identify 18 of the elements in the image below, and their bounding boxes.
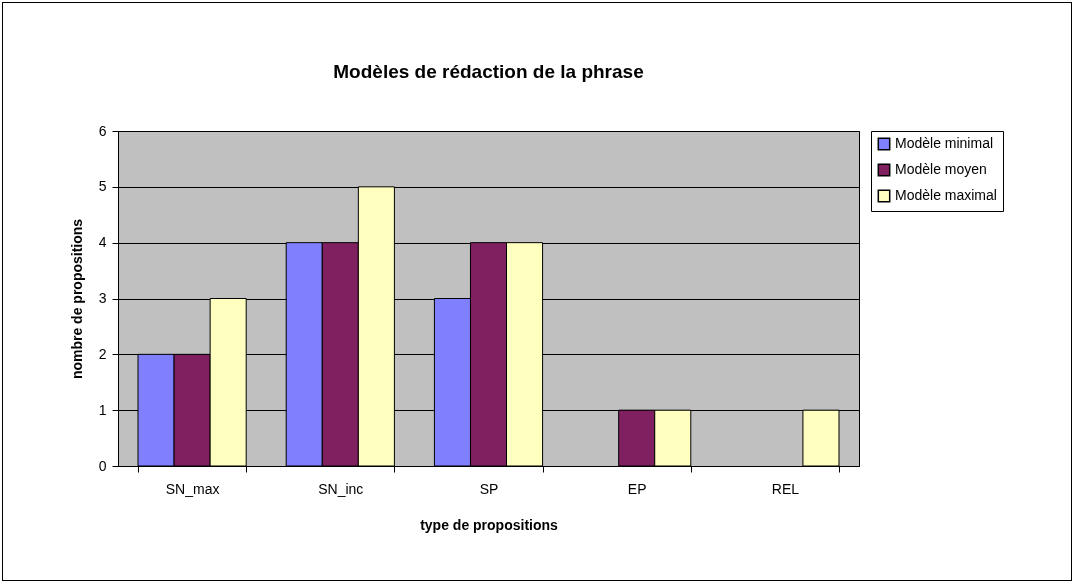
x-tick-label: SP (479, 480, 499, 497)
legend-label: Modèle minimal (895, 135, 994, 151)
y-tick-label: 3 (98, 290, 107, 306)
y-tick-label: 5 (98, 178, 107, 195)
y-tick-label: 0 (98, 457, 107, 474)
y-axis-title: nombre de propositions (68, 218, 85, 380)
legend-label: Modèle maximal (895, 187, 997, 203)
y-tick-label: 6 (98, 122, 107, 139)
x-tick-label: REL (771, 480, 800, 497)
y-tick-label: 4 (98, 234, 107, 251)
x-axis-title: type de propositions (420, 516, 559, 533)
y-tick-label: 2 (98, 345, 107, 362)
x-tick-label: SN_max (165, 480, 220, 497)
chart-title: Modèles de rédaction de la phrase (333, 61, 644, 82)
x-tick-label: SN_inc (318, 480, 364, 497)
x-tick-label: EP (627, 480, 647, 497)
legend-label: Modèle moyen (895, 161, 987, 177)
y-tick-label: 1 (98, 401, 107, 418)
